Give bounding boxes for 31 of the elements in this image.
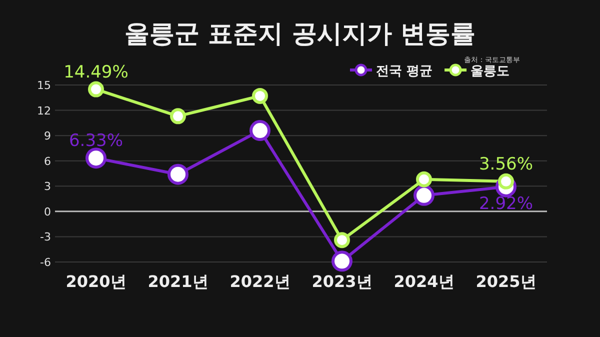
point: [88, 81, 104, 98]
point: [86, 148, 106, 169]
y-tick-label: 6: [44, 154, 51, 168]
point: [252, 88, 268, 104]
x-tick-label: 2025년: [476, 272, 536, 291]
point: [168, 164, 188, 185]
point: [170, 108, 186, 124]
x-tick-label: 2023년: [312, 272, 372, 291]
point: [334, 232, 350, 248]
annotation: 2.92%: [478, 194, 534, 214]
x-tick-label: 2022년: [230, 272, 290, 291]
x-tick-label: 2020년: [66, 272, 126, 291]
y-tick-label: -6: [40, 256, 51, 269]
legend-label: 울릉도: [470, 64, 510, 79]
point: [250, 120, 270, 142]
point: [414, 184, 434, 206]
y-tick-label: -3: [40, 230, 51, 244]
y-tick-label: 12: [37, 104, 51, 118]
point: [416, 171, 432, 188]
y-tick-label: 0: [44, 205, 51, 218]
y-tick-label: 15: [37, 79, 51, 92]
legend-label: 전국 평균: [376, 64, 433, 79]
chart-title: 울릉군 표준지 공시지가 변동률: [124, 19, 476, 48]
y-tick-label: 9: [44, 130, 51, 143]
annotation: 6.33%: [68, 131, 124, 152]
x-tick-label: 2021년: [148, 272, 208, 291]
annotation: 3.56%: [478, 154, 534, 174]
y-tick-label: 3: [44, 180, 51, 194]
x-tick-label: 2024년: [394, 272, 454, 291]
point: [332, 250, 352, 272]
annotation: 14.49%: [64, 62, 128, 82]
